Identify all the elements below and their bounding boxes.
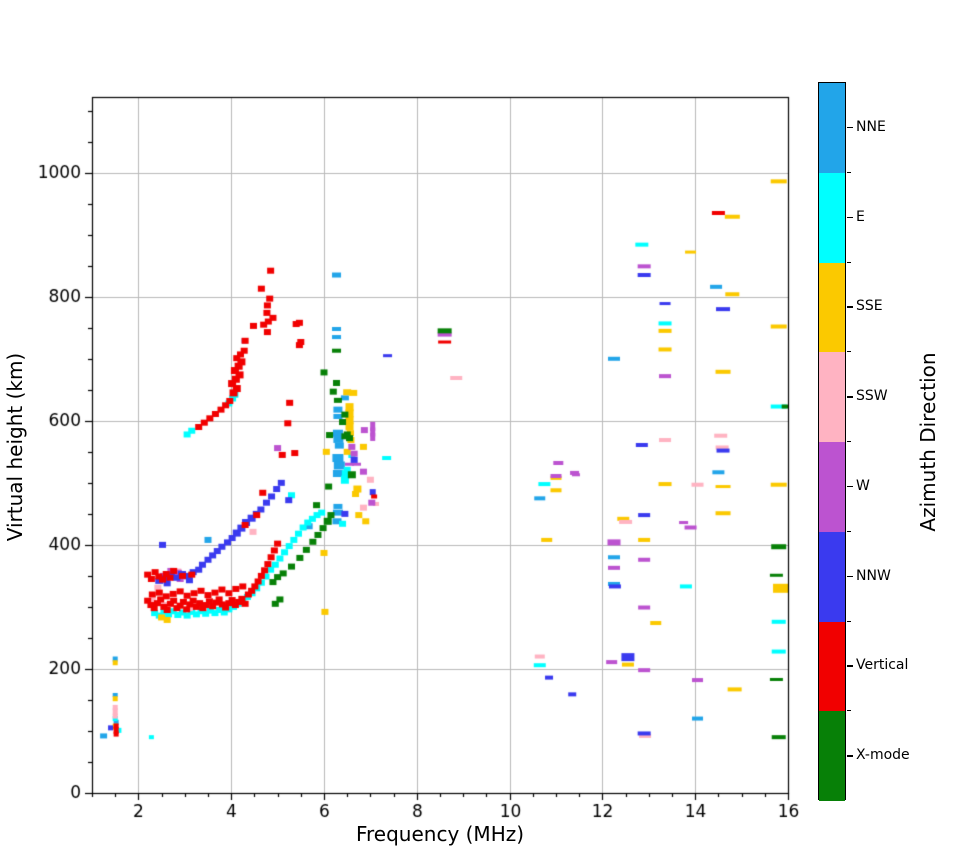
colorbar-segment-e (819, 172, 845, 263)
colorbar-label-w: W (856, 477, 870, 494)
colorbar-segment-nne (819, 83, 845, 173)
colorbar-tick (847, 755, 853, 757)
colorbar-tick (847, 126, 853, 129)
colorbar-tick (847, 485, 853, 488)
colorbar-tick (847, 216, 853, 219)
y-axis-label: Virtual height (km) (3, 352, 27, 542)
colorbar-segment-x-mode (819, 711, 845, 801)
colorbar-label-ssw: SSW (856, 388, 888, 405)
colorbar-segment-nnw (819, 531, 845, 622)
colorbar-boundary-tick (847, 261, 851, 263)
colorbar-label-vertical: Vertical (856, 657, 909, 674)
colorbar-title: Azimuth Direction (916, 352, 940, 532)
colorbar-label-nne: NNE (856, 118, 886, 135)
colorbar-segment-vertical (819, 621, 845, 712)
colorbar-boundary-tick (847, 171, 851, 173)
colorbar-segment-w (819, 442, 845, 532)
colorbar-tick (847, 396, 853, 398)
colorbar-label-sse: SSE (856, 298, 883, 315)
colorbar-tick (847, 575, 853, 578)
colorbar-boundary-tick (847, 441, 851, 442)
colorbar-boundary-tick (847, 710, 851, 712)
colorbar-tick (847, 665, 853, 667)
colorbar (818, 82, 846, 801)
colorbar-label-nnw: NNW (856, 567, 891, 584)
colorbar-boundary-tick (847, 620, 851, 622)
x-axis-label: Frequency (MHz) (355, 822, 525, 846)
colorbar-label-e: E (856, 208, 865, 225)
colorbar-segment-sse (819, 262, 845, 353)
colorbar-tick (847, 306, 853, 308)
colorbar-segment-ssw (819, 352, 845, 442)
colorbar-boundary-tick (847, 351, 851, 353)
colorbar-label-x-mode: X-mode (856, 747, 910, 764)
colorbar-boundary-tick (847, 530, 851, 532)
